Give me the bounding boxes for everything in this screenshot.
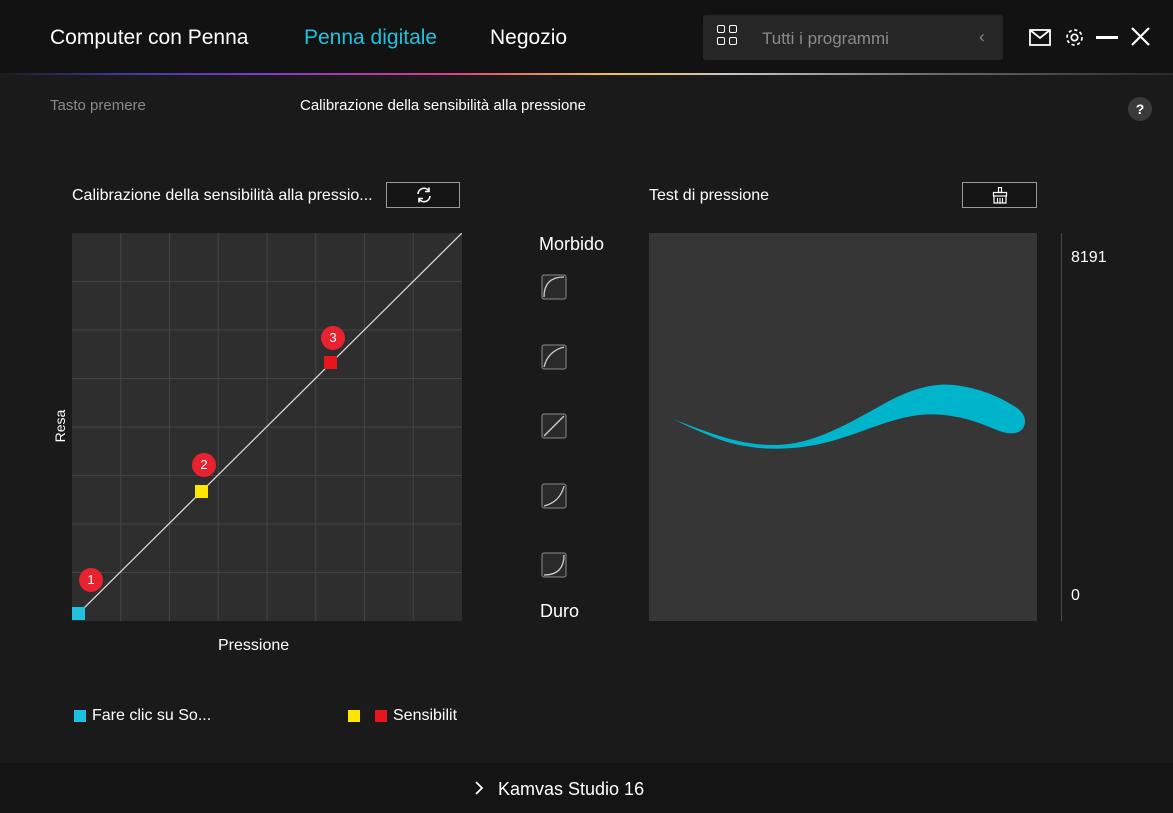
top-bar: Computer con Penna Penna digitale Negozi… — [0, 0, 1173, 74]
tab-penna-digitale[interactable]: Penna digitale — [304, 26, 438, 49]
y-axis-label: Resa — [52, 409, 68, 443]
minimize-icon[interactable] — [1096, 36, 1118, 40]
control-point-2[interactable] — [195, 485, 208, 498]
subtab-tasto-premere[interactable]: Tasto premere — [50, 97, 146, 114]
subtab-calibrazione[interactable]: Calibrazione della sensibilità alla pres… — [300, 97, 586, 114]
control-point-badge-1: 1 — [79, 568, 103, 592]
program-selector[interactable]: Tutti i programmi ‹ — [703, 15, 1003, 60]
legend-sensitivity-text: Sensibilit — [393, 707, 458, 724]
legend-swatch-red — [375, 710, 387, 722]
soft-curve-icon[interactable] — [541, 274, 567, 300]
pen-stroke — [673, 384, 1026, 449]
hard-curve-icon[interactable] — [541, 552, 567, 578]
header-accent-line — [0, 73, 1173, 75]
tab-negozio[interactable]: Negozio — [490, 26, 568, 49]
calibration-title: Calibrazione della sensibilità alla pres… — [72, 187, 373, 204]
preset-soft-label: Morbido — [539, 234, 605, 254]
legend-swatch-yellow — [348, 710, 360, 722]
control-point-3[interactable] — [324, 356, 337, 369]
refresh-icon — [417, 187, 431, 203]
pressure-scale-bar — [1061, 233, 1062, 621]
x-axis-label: Pressione — [218, 637, 290, 654]
help-icon[interactable]: ? — [1128, 97, 1152, 121]
medium-soft-curve-icon[interactable] — [541, 344, 567, 370]
legend-swatch-cyan — [74, 710, 86, 722]
broom-icon — [992, 187, 1008, 204]
preset-hard-label: Duro — [540, 601, 580, 621]
medium-hard-curve-icon[interactable] — [541, 483, 567, 509]
chevron-left-icon[interactable]: ‹ — [979, 27, 985, 46]
control-point-badge-2: 2 — [192, 453, 216, 477]
tab-computer-con-penna[interactable]: Computer con Penna — [50, 26, 249, 49]
gear-icon[interactable] — [1064, 27, 1085, 48]
legend-click-text: Fare clic su So... — [92, 707, 212, 724]
pressure-scale-min: 0 — [1071, 587, 1080, 604]
pressure-curve-graph[interactable] — [72, 233, 462, 621]
pressure-test-title: Test di pressione — [649, 187, 770, 204]
clear-test-button[interactable] — [962, 182, 1037, 208]
grid-icon — [717, 25, 737, 47]
control-point-badge-3: 3 — [321, 326, 345, 350]
chevron-right-icon — [475, 781, 484, 795]
reset-curve-button[interactable] — [386, 182, 460, 208]
device-name: Kamvas Studio 16 — [498, 779, 645, 799]
device-footer[interactable]: Kamvas Studio 16 — [0, 763, 1173, 813]
program-selector-label: Tutti i programmi — [762, 29, 889, 48]
curve-line — [77, 233, 462, 615]
close-icon[interactable] — [1131, 27, 1150, 46]
pressure-scale-max: 8191 — [1071, 249, 1107, 266]
control-point-1[interactable] — [72, 607, 85, 620]
linear-curve-icon[interactable] — [541, 413, 567, 439]
mail-icon[interactable] — [1029, 29, 1051, 46]
pressure-test-canvas[interactable] — [649, 233, 1037, 621]
